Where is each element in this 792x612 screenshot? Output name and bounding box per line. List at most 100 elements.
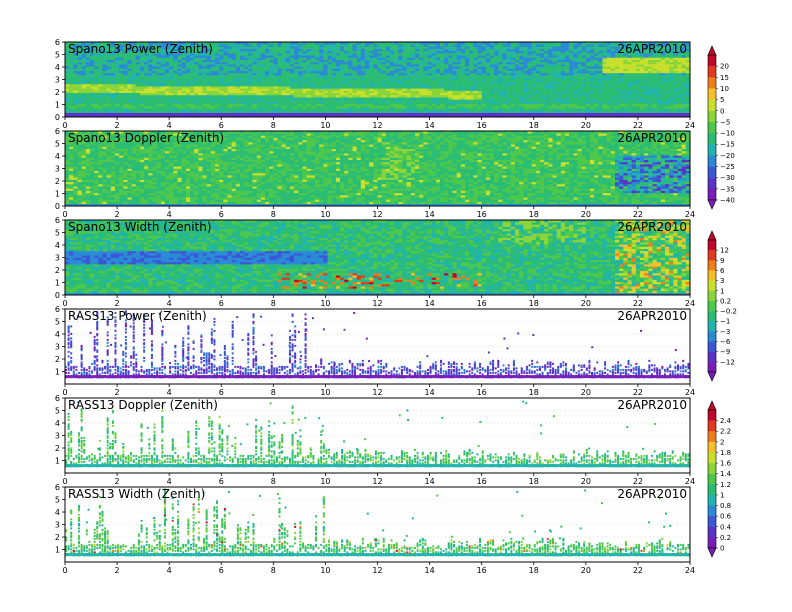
x-tick-label: 18	[529, 210, 539, 219]
heatmap-cells	[65, 400, 690, 468]
y-tick-label: 4	[55, 63, 60, 72]
x-tick-label: 10	[320, 388, 330, 397]
y-tick-label: 2	[55, 355, 60, 364]
x-tick-label: 10	[320, 477, 330, 486]
x-tick-label: 10	[320, 121, 330, 130]
colorbar-label: −12	[720, 358, 735, 366]
colorbar-label: 2.2	[720, 428, 731, 436]
y-tick-label: 2	[55, 88, 60, 97]
x-tick-label: 12	[372, 388, 382, 397]
colorbar-arrow	[707, 45, 717, 56]
colorbar-label: −10	[720, 130, 735, 138]
x-tick-label: 8	[271, 566, 276, 575]
colorbar-power: 20 15 10 5 0 −5 −10 −15 −20 −25 −30 −35 −40	[707, 45, 735, 210]
y-tick-label: 0	[55, 113, 60, 122]
y-tick-label: 2	[55, 533, 60, 542]
y-tick-label: 3	[55, 432, 60, 441]
x-tick-label: 24	[685, 566, 695, 575]
x-tick-label: 2	[115, 388, 120, 397]
colorbar-label: −30	[720, 174, 735, 182]
x-tick-label: 2	[115, 299, 120, 308]
x-tick-label: 12	[372, 566, 382, 575]
x-tick-label: 0	[62, 299, 67, 308]
x-tick-label: 10	[320, 210, 330, 219]
colorbar-arrow	[707, 199, 717, 210]
x-tick-label: 6	[219, 299, 224, 308]
x-tick-label: 16	[477, 477, 487, 486]
colorbar-label: −9	[720, 348, 730, 356]
colorbar-label: 1.4	[720, 470, 732, 478]
colorbar-label: 0.2	[720, 534, 731, 542]
y-tick-label: 1	[55, 546, 60, 555]
x-tick-label: 22	[633, 388, 643, 397]
y-tick-label: 1	[55, 279, 60, 288]
y-tick-label: 1	[55, 457, 60, 466]
y-tick-label: 3	[55, 165, 60, 174]
colorbar-width: 2.4 2.2 2 1.8 1.6 1.4 1.2 1 0.8 0.6 0.4 0.2 0	[707, 400, 732, 558]
x-tick-label: 22	[633, 121, 643, 130]
x-tick-label: 8	[271, 477, 276, 486]
panel-date: 26APR2010	[617, 398, 687, 412]
y-tick-label: 3	[55, 521, 60, 530]
colorbar-label: 5	[720, 96, 724, 104]
heatmap-cells	[65, 42, 690, 117]
colorbar-label: 0.4	[720, 523, 732, 531]
colorbar-label: 2	[720, 438, 724, 446]
x-tick-label: 0	[62, 566, 67, 575]
heatmap-cells	[65, 488, 690, 557]
panel-title: Spano13 Power (Zenith)	[68, 42, 213, 56]
y-tick-label: 3	[55, 76, 60, 85]
panel-date: 26APR2010	[617, 487, 687, 501]
panel-date: 26APR2010	[617, 309, 687, 323]
colorbar-label: 1	[720, 287, 724, 295]
colorbar-label: 0	[720, 545, 724, 553]
x-tick-label: 8	[271, 121, 276, 130]
y-tick-label: 4	[55, 508, 60, 517]
colorbar-arrow	[707, 230, 717, 241]
x-tick-label: 22	[633, 299, 643, 308]
colorbar-label: −6	[720, 338, 731, 346]
colorbar-label: −35	[720, 185, 735, 193]
x-tick-label: 8	[271, 210, 276, 219]
x-tick-label: 22	[633, 566, 643, 575]
x-tick-label: 20	[581, 299, 591, 308]
x-tick-label: 6	[219, 477, 224, 486]
colorbar-label: −15	[720, 141, 735, 149]
x-tick-label: 20	[581, 477, 591, 486]
x-tick-label: 16	[477, 299, 487, 308]
panel-title: Spano13 Width (Zenith)	[68, 220, 212, 234]
x-tick-label: 2	[115, 121, 120, 130]
colorbar-label: 12	[720, 247, 729, 255]
colorbar-label: 2.4	[720, 417, 732, 425]
colorbar-label: 1	[720, 491, 724, 499]
y-tick-label: 2	[55, 177, 60, 186]
y-tick-label: 1	[55, 101, 60, 110]
colorbar-label: 15	[720, 74, 729, 82]
x-tick-label: 4	[167, 121, 172, 130]
panel-title: RASS13 Doppler (Zenith)	[68, 398, 218, 412]
x-tick-label: 18	[529, 388, 539, 397]
y-tick-label: 2	[55, 266, 60, 275]
x-tick-label: 22	[633, 477, 643, 486]
y-tick-label: 5	[55, 229, 60, 238]
y-tick-label: 4	[55, 241, 60, 250]
colorbar-label: 10	[720, 85, 729, 93]
y-tick-label: 5	[55, 496, 60, 505]
y-tick-label: 3	[55, 343, 60, 352]
x-tick-label: 14	[424, 388, 434, 397]
x-tick-label: 0	[62, 477, 67, 486]
panel-date: 26APR2010	[617, 42, 687, 56]
colorbar-label: 6	[720, 267, 725, 275]
x-tick-label: 4	[167, 477, 172, 486]
x-tick-label: 2	[115, 477, 120, 486]
x-tick-label: 10	[320, 566, 330, 575]
x-tick-label: 24	[685, 477, 695, 486]
y-tick-label: 6	[55, 483, 60, 492]
x-tick-label: 24	[685, 388, 695, 397]
colorbar-label: 9	[720, 257, 724, 265]
